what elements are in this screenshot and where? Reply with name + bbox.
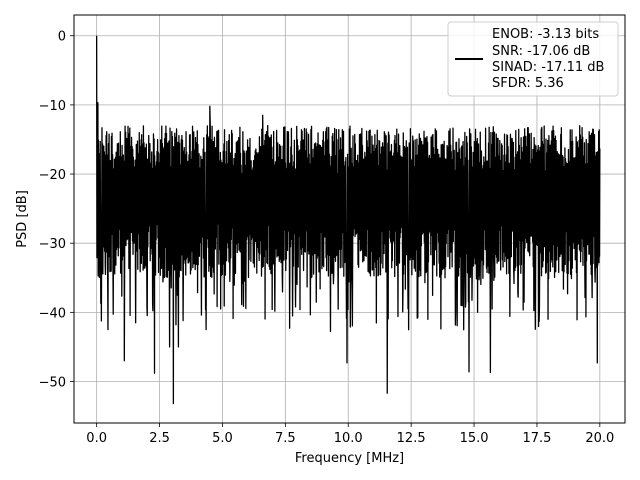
- x-tick-label: 17.5: [522, 431, 551, 446]
- x-tick-label: 5.0: [212, 431, 233, 446]
- legend-snr: SNR: -17.06 dB: [492, 44, 590, 59]
- x-tick-label: 15.0: [460, 431, 489, 446]
- x-tick-label: 0.0: [86, 431, 107, 446]
- x-tick-label: 7.5: [275, 431, 296, 446]
- y-tick-label: −30: [39, 237, 66, 252]
- y-axis-ticks: 0 −10 −20 −30 −40 −50: [39, 30, 74, 391]
- y-axis-label: PSD [dB]: [15, 190, 30, 248]
- x-axis-ticks: 0.0 2.5 5.0 7.5 10.0 12.5 15.0 17.5 20.0: [86, 423, 614, 446]
- x-axis-label: Frequency [MHz]: [295, 451, 404, 466]
- x-tick-label: 2.5: [149, 431, 170, 446]
- y-tick-label: −20: [39, 168, 66, 183]
- psd-series: [95, 35, 601, 405]
- plot-frame: [73, 14, 626, 424]
- psd-line: [95, 35, 601, 405]
- legend-box: [447, 21, 619, 97]
- y-tick-label: 0: [58, 30, 66, 45]
- legend-enob: ENOB: -3.13 bits: [492, 27, 599, 42]
- y-tick-label: −10: [39, 99, 66, 114]
- y-tick-label: −50: [39, 376, 66, 391]
- legend-sfdr: SFDR: 5.36: [492, 76, 564, 91]
- x-tick-label: 10.0: [334, 431, 363, 446]
- x-tick-label: 12.5: [397, 431, 426, 446]
- legend-sinad: SINAD: -17.11 dB: [492, 60, 604, 75]
- y-tick-label: −40: [39, 306, 66, 321]
- legend: ENOB: -3.13 bits SNR: -17.06 dB SINAD: -…: [447, 21, 619, 97]
- x-tick-label: 20.0: [585, 431, 614, 446]
